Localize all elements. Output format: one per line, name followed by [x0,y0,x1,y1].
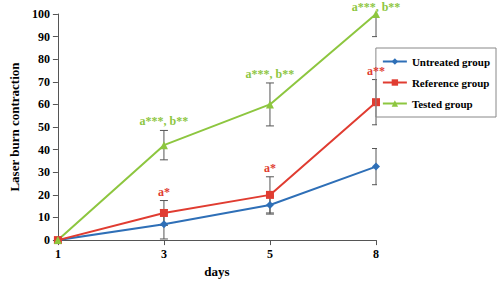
svg-text:Laser burn contraction: Laser burn contraction [7,62,22,192]
svg-text:60: 60 [38,97,50,111]
svg-text:Tested group: Tested group [412,98,473,110]
svg-text:70: 70 [38,75,50,89]
svg-text:50: 50 [38,120,50,134]
svg-text:80: 80 [38,52,50,66]
svg-text:8: 8 [373,247,379,261]
svg-text:Reference group: Reference group [412,77,490,89]
svg-text:a***, b**: a***, b** [140,114,189,128]
svg-text:5: 5 [267,247,273,261]
svg-text:40: 40 [38,143,50,157]
svg-text:90: 90 [38,30,50,44]
svg-text:3: 3 [161,247,167,261]
svg-text:a*: a* [264,161,276,175]
svg-text:a***, b**: a***, b** [246,67,295,81]
svg-text:20: 20 [38,188,50,202]
svg-text:a*: a* [158,185,170,199]
svg-text:30: 30 [38,165,50,179]
svg-text:a**: a** [367,64,385,78]
svg-text:1: 1 [55,247,61,261]
svg-text:10: 10 [38,210,50,224]
svg-text:days: days [204,264,229,279]
svg-text:100: 100 [32,7,50,21]
svg-text:0: 0 [44,233,50,247]
svg-text:a***, b**: a***, b** [352,0,401,14]
svg-text:Untreated group: Untreated group [412,56,490,68]
